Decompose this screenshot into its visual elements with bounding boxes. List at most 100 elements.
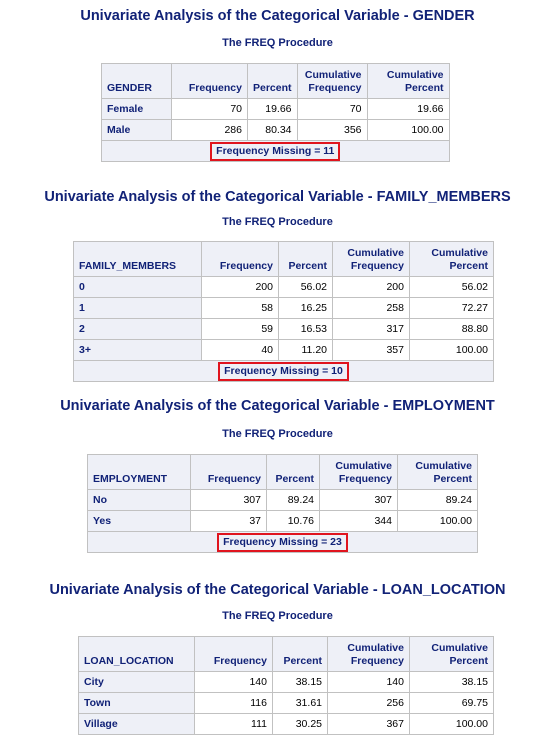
table-row: Yes 37 10.76 344 100.00 xyxy=(87,510,478,532)
row-label: Yes xyxy=(87,510,191,532)
table-row: City 140 38.15 140 38.15 xyxy=(78,671,494,693)
row-label: 2 xyxy=(73,318,202,340)
table-row: 0 200 56.02 200 56.02 xyxy=(73,276,494,298)
gender-section: Univariate Analysis of the Categorical V… xyxy=(0,0,555,176)
table-cell: 59 xyxy=(201,318,279,340)
table-cell: 56.02 xyxy=(278,276,333,298)
table-cell: 100.00 xyxy=(366,119,450,141)
procedure-title: The FREQ Procedure xyxy=(222,37,333,49)
table-cell: 344 xyxy=(319,510,398,532)
header-row: LOAN_LOCATION Frequency Percent Cumulative … xyxy=(78,636,494,672)
procedure-title: The FREQ Procedure xyxy=(222,428,333,440)
table-cell: 100.00 xyxy=(397,510,478,532)
table-cell: 19.66 xyxy=(247,98,298,120)
table-cell: 38.15 xyxy=(272,671,328,693)
column-header: Percent xyxy=(247,63,298,99)
table-cell: 357 xyxy=(332,339,410,361)
column-header: Cumulative Percent xyxy=(409,636,494,672)
column-header: EMPLOYMENT xyxy=(87,454,191,490)
table-cell: 140 xyxy=(194,671,273,693)
table-cell: 16.25 xyxy=(278,297,333,319)
frequency-table: FAMILY_MEMBERS Frequency Percent Cumulative… xyxy=(73,241,494,382)
column-header: Percent xyxy=(278,241,333,277)
column-header: Cumulative Frequency xyxy=(296,63,368,99)
table-row: 2 59 16.53 317 88.80 xyxy=(73,318,494,340)
column-header: Percent xyxy=(266,454,320,490)
table-cell: 70 xyxy=(171,98,248,120)
table-cell: 111 xyxy=(194,713,273,735)
column-header: Frequency xyxy=(171,63,248,99)
table-cell: 140 xyxy=(327,671,410,693)
table-cell: 72.27 xyxy=(409,297,494,319)
frequency-table: GENDER Frequency Percent Cumulative Frequen… xyxy=(101,63,450,162)
table-cell: 19.66 xyxy=(366,98,450,120)
table-cell: 88.80 xyxy=(409,318,494,340)
family-members-section: Univariate Analysis of the Categorical V… xyxy=(0,180,555,382)
table-cell: 80.34 xyxy=(247,119,298,141)
table-cell: 307 xyxy=(190,489,267,511)
table-cell: 200 xyxy=(201,276,279,298)
table-cell: 89.24 xyxy=(266,489,320,511)
table-cell: 256 xyxy=(327,692,410,714)
header-row: EMPLOYMENT Frequency Percent Cumulative Fre… xyxy=(87,454,478,490)
table-row: 3+ 40 11.20 357 100.00 xyxy=(73,339,494,361)
column-header: Percent xyxy=(272,636,328,672)
table-cell: 69.75 xyxy=(409,692,494,714)
column-header: Frequency xyxy=(201,241,279,277)
table-cell: 200 xyxy=(332,276,410,298)
table-cell: 10.76 xyxy=(266,510,320,532)
column-header: LOAN_LOCATION xyxy=(78,636,195,672)
column-header: GENDER xyxy=(101,63,172,99)
row-label: No xyxy=(87,489,191,511)
frequency-table: EMPLOYMENT Frequency Percent Cumulative Fre… xyxy=(87,454,478,553)
table-row: Village 111 30.25 367 100.00 xyxy=(78,713,494,735)
table-row: Female 70 19.66 70 19.66 xyxy=(101,98,450,120)
column-header: Cumulative Percent xyxy=(366,63,450,99)
column-header: Cumulative Frequency xyxy=(332,241,410,277)
table-cell: 286 xyxy=(171,119,248,141)
table-cell: 307 xyxy=(319,489,398,511)
column-header: Cumulative Percent xyxy=(397,454,478,490)
table-cell: 356 xyxy=(296,119,368,141)
table-row: No 307 89.24 307 89.24 xyxy=(87,489,478,511)
table-cell: 116 xyxy=(194,692,273,714)
section-title: Univariate Analysis of the Categorical V… xyxy=(49,582,506,598)
employment-section: Univariate Analysis of the Categorical V… xyxy=(0,386,555,562)
row-label: Male xyxy=(101,119,172,141)
table-cell: 70 xyxy=(296,98,368,120)
column-header: Cumulative Frequency xyxy=(319,454,398,490)
table-cell: 258 xyxy=(332,297,410,319)
table-cell: 317 xyxy=(332,318,410,340)
table-cell: 38.15 xyxy=(409,671,494,693)
procedure-title: The FREQ Procedure xyxy=(222,216,333,228)
row-label: 1 xyxy=(73,297,202,319)
footer-row: Frequency Missing = 23 xyxy=(87,531,478,553)
table-row: 1 58 16.25 258 72.27 xyxy=(73,297,494,319)
column-header: Cumulative Frequency xyxy=(327,636,410,672)
table-cell: 30.25 xyxy=(272,713,328,735)
column-header: Frequency xyxy=(190,454,267,490)
row-label: 0 xyxy=(73,276,202,298)
header-row: GENDER Frequency Percent Cumulative Frequen… xyxy=(101,63,450,99)
table-cell: 40 xyxy=(201,339,279,361)
row-label: 3+ xyxy=(73,339,202,361)
header-row: FAMILY_MEMBERS Frequency Percent Cumulative… xyxy=(73,241,494,277)
column-header: FAMILY_MEMBERS xyxy=(73,241,202,277)
table-cell: 100.00 xyxy=(409,713,494,735)
section-title: Univariate Analysis of the Categorical V… xyxy=(80,8,475,24)
section-title: Univariate Analysis of the Categorical V… xyxy=(60,398,495,414)
table-cell: 11.20 xyxy=(278,339,333,361)
table-cell: 100.00 xyxy=(409,339,494,361)
table-cell: 16.53 xyxy=(278,318,333,340)
frequency-missing-label: Frequency Missing = 10 xyxy=(218,361,349,381)
table-row: Town 116 31.61 256 69.75 xyxy=(78,692,494,714)
procedure-title: The FREQ Procedure xyxy=(222,610,333,622)
row-label: Town xyxy=(78,692,195,714)
column-header: Frequency xyxy=(194,636,273,672)
frequency-missing-label: Frequency Missing = 11 xyxy=(210,141,341,161)
table-cell: 37 xyxy=(190,510,267,532)
table-row: Male 286 80.34 356 100.00 xyxy=(101,119,450,141)
section-title: Univariate Analysis of the Categorical V… xyxy=(44,189,511,205)
loan-location-section: Univariate Analysis of the Categorical V… xyxy=(0,570,555,750)
table-cell: 89.24 xyxy=(397,489,478,511)
